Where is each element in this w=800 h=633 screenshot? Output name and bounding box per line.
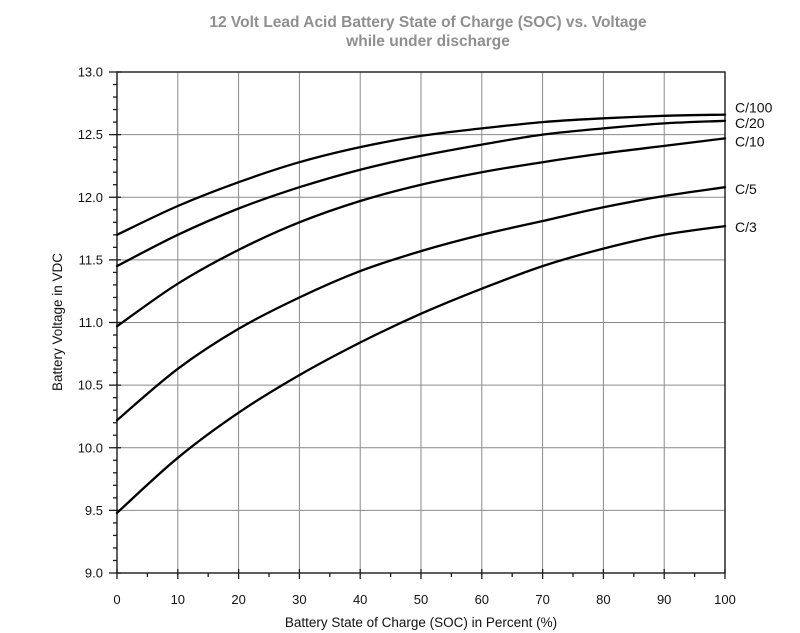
y-tick-label: 12.0 — [78, 190, 103, 205]
y-axis-title: Battery Voltage in VDC — [50, 253, 65, 391]
x-tick-label: 80 — [596, 592, 610, 607]
x-tick-label: 10 — [171, 592, 185, 607]
x-tick-label: 20 — [231, 592, 245, 607]
curve-label-c5: C/5 — [735, 181, 757, 197]
x-tick-label: 60 — [475, 592, 489, 607]
x-axis-title: Battery State of Charge (SOC) in Percent… — [285, 615, 557, 630]
curve-c100 — [115, 113, 727, 236]
y-tick-label: 9.0 — [85, 566, 103, 581]
x-tick-label: 30 — [292, 592, 306, 607]
chart-subtitle: while under discharge — [346, 33, 510, 50]
y-tick-label: 11.5 — [79, 252, 103, 267]
curve-c20 — [115, 119, 727, 268]
curve-c10 — [115, 137, 727, 328]
x-tick-label: 100 — [714, 592, 736, 607]
chart-plot-area: 0 10 20 30 40 50 60 70 80 90 100 9.0 9.5 10.0 10.5 11.0… — [78, 65, 773, 608]
curve-label-c100: C/100 — [735, 100, 773, 116]
y-tick-label: 10.5 — [78, 378, 103, 393]
y-tick-label: 10.0 — [78, 440, 103, 455]
y-tick-label: 13.0 — [78, 65, 103, 80]
x-tick-label: 40 — [353, 592, 367, 607]
chart-title: 12 Volt Lead Acid Battery State of Charg… — [209, 14, 647, 31]
x-tick-label: 50 — [414, 592, 428, 607]
curve-c3 — [115, 224, 727, 515]
chart-title-block: 12 Volt Lead Acid Battery State of Charg… — [28, 13, 800, 51]
curve-label-c20: C/20 — [735, 115, 765, 131]
curve-label-c3: C/3 — [735, 219, 757, 235]
curve-c5 — [115, 186, 727, 422]
x-tick-label: 70 — [535, 592, 549, 607]
y-tick-label: 9.5 — [85, 503, 103, 518]
y-tick-label: 11.0 — [79, 315, 103, 330]
curve-label-c10: C/10 — [735, 133, 765, 149]
x-tick-label: 0 — [113, 592, 120, 607]
x-tick-label: 90 — [657, 592, 671, 607]
y-tick-label: 12.5 — [78, 127, 103, 142]
